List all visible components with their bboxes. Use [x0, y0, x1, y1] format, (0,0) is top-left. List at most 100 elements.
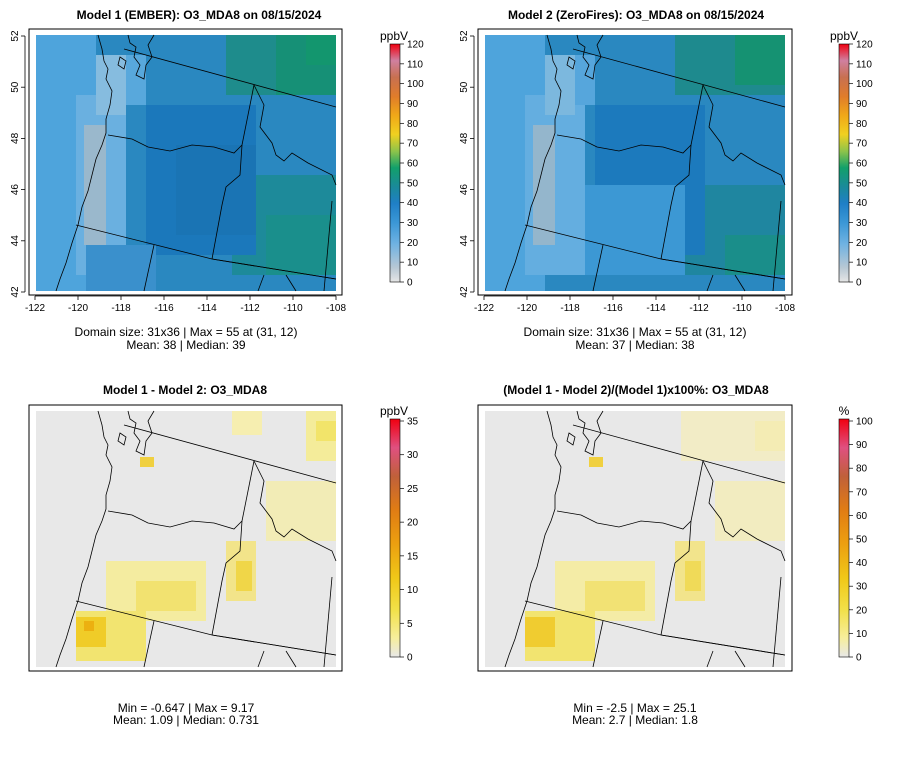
colorbar-tick-label: 30: [407, 218, 419, 229]
x-tick-label: -108: [775, 303, 795, 314]
x-tick-label: -110: [732, 303, 752, 314]
colorbar-unit: ppbV: [380, 404, 408, 418]
colorbar-tick-label: 60: [407, 159, 419, 170]
y-tick-label: 46: [459, 184, 470, 196]
colorbar-tick-label: 10: [407, 585, 419, 596]
heat-cell: [232, 411, 262, 435]
colorbar-tick-label: 20: [856, 605, 868, 616]
colorbar-tick-label: 30: [856, 218, 868, 229]
y-axis: 42 44 46 48 50 52: [10, 30, 26, 298]
colorbar-tick-label: 70: [856, 139, 868, 150]
heat-cell: [176, 145, 256, 235]
x-axis: -122 -120 -118 -116 -114 -112 -110 -108: [25, 295, 346, 314]
ozone-field: [36, 35, 336, 291]
y-tick-label: 52: [459, 30, 470, 42]
heat-cell: [140, 457, 154, 467]
colorbar-tick-label: 10: [407, 258, 419, 269]
colorbar: [389, 43, 401, 283]
y-tick-label: 42: [10, 286, 21, 298]
x-tick-label: -114: [646, 303, 666, 314]
colorbar-tick-label: 90: [407, 99, 419, 110]
colorbar-tick-label: 30: [856, 582, 868, 593]
colorbar-tick-label: 30: [407, 450, 419, 461]
heat-cell: [585, 581, 645, 611]
heat-cell: [316, 421, 336, 441]
colorbar-tick-label: 80: [407, 119, 419, 130]
colorbar-tick-label: 20: [407, 518, 419, 529]
y-tick-label: 44: [459, 235, 470, 247]
colorbar-ticks: 0 10 20 30 40 50 60 70 80 90 100: [849, 417, 873, 664]
colorbar-unit: ppbV: [830, 29, 858, 43]
colorbar-tick-label: 40: [856, 198, 868, 209]
colorbar-tick-label: 5: [407, 619, 413, 630]
difference-field: [485, 411, 785, 667]
x-tick-label: -120: [517, 303, 537, 314]
colorbar: [838, 418, 850, 658]
x-tick-label: -108: [326, 303, 346, 314]
heat-cell: [533, 125, 555, 245]
panel-difference: Model 1 - Model 2: O3_MDA8 ppbV 0 5 10 15 20…: [28, 383, 419, 727]
heat-cell: [136, 581, 196, 611]
colorbar-unit: %: [839, 404, 850, 418]
x-tick-label: -114: [197, 303, 217, 314]
y-tick-label: 46: [10, 184, 21, 196]
colorbar-tick-label: 60: [856, 159, 868, 170]
y-tick-label: 42: [459, 286, 470, 298]
heat-cell: [585, 185, 685, 275]
colorbar-tick-label: 10: [856, 258, 868, 269]
y-tick-label: 48: [10, 132, 21, 144]
colorbar-tick-label: 100: [856, 417, 873, 428]
colorbar-tick-label: 10: [856, 629, 868, 640]
heat-cell: [126, 55, 146, 105]
colorbar-tick-label: 70: [407, 139, 419, 150]
heat-cell: [735, 35, 785, 85]
heat-cell: [715, 481, 785, 541]
heat-cell: [755, 421, 785, 451]
x-tick-label: -122: [474, 303, 494, 314]
colorbar-tick-label: 50: [407, 178, 419, 189]
colorbar-tick-label: 20: [856, 238, 868, 249]
colorbar-tick-label: 0: [407, 278, 413, 289]
colorbar: [838, 43, 850, 283]
colorbar-ticks: 0 10 20 30 40 50 60 70 80 90 100 110 120: [849, 40, 873, 289]
colorbar-tick-label: 110: [407, 59, 423, 70]
y-tick-label: 50: [10, 81, 21, 93]
x-tick-label: -122: [25, 303, 45, 314]
heat-cell: [84, 621, 94, 631]
heat-cell: [86, 245, 156, 291]
colorbar-tick-label: 120: [407, 40, 424, 51]
stats-line-2: Mean: 38 | Median: 39: [126, 338, 246, 352]
heat-cell: [236, 561, 252, 591]
x-tick-label: -116: [603, 303, 623, 314]
colorbar-tick-label: 110: [856, 59, 872, 70]
x-tick-label: -120: [68, 303, 88, 314]
colorbar-tick-label: 50: [856, 535, 868, 546]
colorbar-ticks: 0 5 10 15 20 25 30 35: [400, 417, 419, 664]
stats-line-2: Mean: 2.7 | Median: 1.8: [572, 713, 698, 727]
panel-title: Model 1 - Model 2: O3_MDA8: [103, 383, 267, 397]
colorbar-tick-label: 40: [407, 198, 419, 209]
colorbar-tick-label: 35: [407, 417, 419, 428]
colorbar-tick-label: 60: [856, 511, 868, 522]
stats-line-1: Domain size: 31x36 | Max = 55 at (31, 12…: [75, 325, 298, 339]
colorbar-tick-label: 90: [856, 440, 868, 451]
colorbar-tick-label: 50: [856, 178, 868, 189]
colorbar: [389, 418, 401, 658]
colorbar-tick-label: 0: [856, 278, 862, 289]
x-tick-label: -112: [689, 303, 709, 314]
heat-cell: [266, 481, 336, 541]
colorbar-tick-label: 20: [407, 238, 419, 249]
panel-percent-difference: (Model 1 - Model 2)/(Model 1)x100%: O3_M…: [477, 383, 873, 727]
heat-cell: [266, 215, 336, 275]
colorbar-tick-label: 70: [856, 487, 868, 498]
colorbar-tick-label: 25: [407, 484, 419, 495]
panel-model2: Model 2 (ZeroFires): O3_MDA8 on 08/15/20…: [459, 8, 873, 352]
colorbar-tick-label: 0: [856, 653, 862, 664]
panel-title: (Model 1 - Model 2)/(Model 1)x100%: O3_M…: [503, 383, 769, 397]
heat-cell: [575, 55, 595, 105]
colorbar-tick-label: 90: [856, 99, 868, 110]
colorbar-tick-label: 15: [407, 551, 419, 562]
x-tick-label: -118: [560, 303, 580, 314]
colorbar-tick-label: 100: [856, 79, 873, 90]
